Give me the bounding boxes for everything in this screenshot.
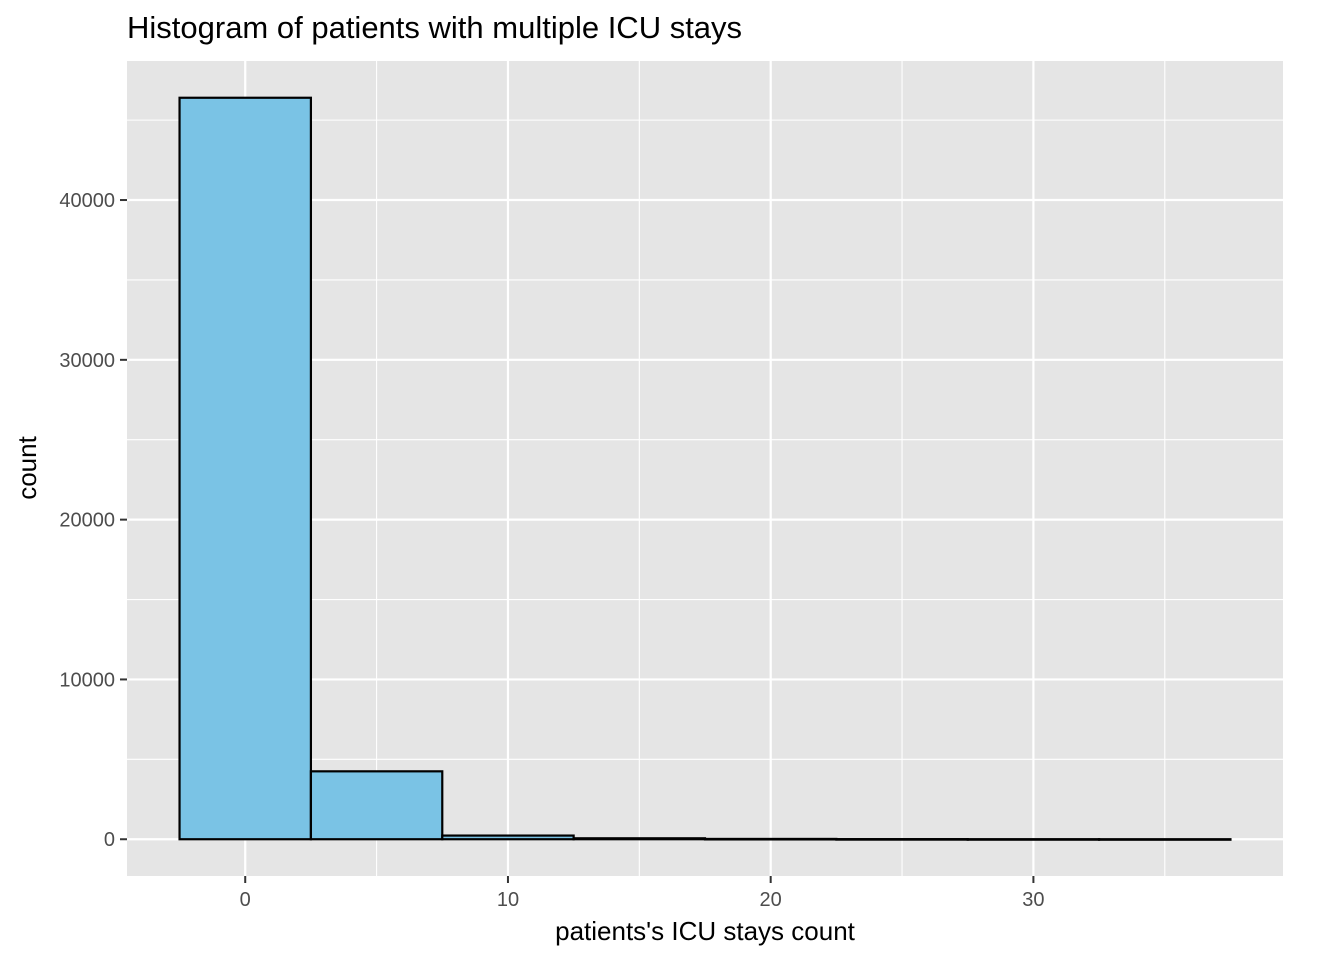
y-tick-label: 30000 bbox=[59, 350, 115, 372]
histogram-bars bbox=[178, 96, 1232, 841]
chart-title: Histogram of patients with multiple ICU … bbox=[127, 10, 742, 45]
plot-panel bbox=[127, 61, 1283, 876]
y-tick-label: 10000 bbox=[59, 669, 115, 691]
histogram-bar-6 bbox=[966, 838, 1101, 841]
y-tick-label: 20000 bbox=[59, 510, 115, 532]
y-tick-label: 0 bbox=[104, 829, 115, 851]
axes: 0 10 20 30 0 10000 20000 30000 40000 bbox=[59, 190, 1044, 911]
histogram-bar-0 bbox=[178, 96, 313, 841]
histogram-bar-5 bbox=[835, 838, 969, 841]
x-tick-label: 30 bbox=[1022, 889, 1044, 911]
x-axis-title: patients's ICU stays count bbox=[555, 916, 856, 946]
y-tick-label: 40000 bbox=[59, 190, 115, 212]
histogram-bar-7 bbox=[1097, 838, 1232, 841]
histogram-bar-1 bbox=[309, 770, 444, 841]
histogram-bar-4 bbox=[703, 837, 838, 841]
x-tick-label: 0 bbox=[240, 889, 251, 911]
y-axis-title: count bbox=[12, 435, 42, 499]
x-tick-label: 20 bbox=[760, 889, 782, 911]
histogram-bar-3 bbox=[572, 837, 707, 841]
histogram-bar-2 bbox=[441, 834, 575, 841]
x-tick-label: 10 bbox=[497, 889, 519, 911]
